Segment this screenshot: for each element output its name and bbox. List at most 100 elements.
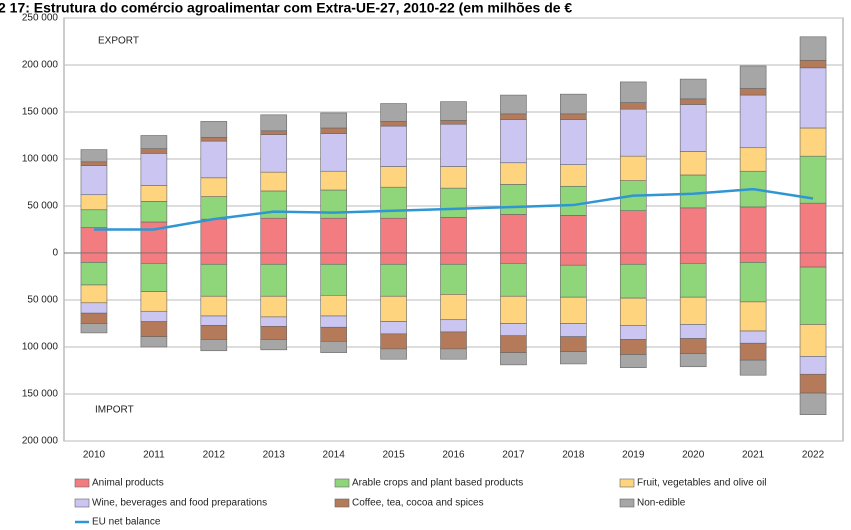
bar-segment [500,214,527,254]
bar-segment [679,207,707,254]
bar-segment [799,36,827,61]
bar-segment [380,263,407,297]
legend-swatch [334,478,350,488]
bar-segment [200,140,228,179]
chart-title: 2 17: Estrutura do comércio agroalimenta… [0,0,572,16]
bar-segment [80,312,108,324]
legend-swatch [74,498,90,508]
legend-swatch [619,498,635,508]
bar-segment [619,155,647,181]
bar-segment [440,294,467,321]
bar-segment [80,302,108,314]
bar-segment [440,319,467,333]
bar-segment [500,252,527,264]
bar-segment [140,291,168,312]
bar-segment [440,252,467,265]
bar-segment [799,373,827,394]
bar-segment [260,171,288,192]
bar-segment [140,263,168,292]
bar-segment [200,137,228,142]
x-tick-label: 2013 [263,450,286,461]
bar-segment [500,295,527,324]
bar-segment [560,351,587,365]
bar-segment [739,359,767,376]
bar-segment [799,324,827,357]
bar-segment [619,81,647,103]
bar-segment [80,227,108,254]
bar-segment [80,262,108,286]
bar-segment [679,252,707,264]
y-tick-label: 50 000 [27,201,58,212]
bar-segment [200,218,228,254]
bar-segment [440,166,467,189]
legend-label: Animal products [92,478,164,489]
legend-swatch [74,478,90,488]
bar-segment [320,252,347,265]
bar-segment [140,153,168,186]
bar-segment [80,209,108,228]
bar-segment [560,336,587,353]
bar-segment [739,206,767,254]
y-tick-label: 200 000 [22,436,59,447]
legend-label: EU net balance [92,517,161,528]
bar-segment [380,217,407,254]
bar-segment [80,252,108,263]
bar-segment [320,294,347,317]
legend-label: Arable crops and plant based products [352,478,523,489]
bar-segment [320,263,347,296]
bar-segment [140,252,168,264]
legend-swatch [619,478,635,488]
bar-segment [500,113,527,120]
bar-segment [140,221,168,254]
bar-segment [619,108,647,157]
bar-segment [440,216,467,254]
bar-segment [799,392,827,415]
bar-segment [739,342,767,361]
x-tick-label: 2011 [143,450,165,461]
bar-segment [560,252,587,266]
bar-segment [140,310,168,322]
x-tick-label: 2012 [203,450,226,461]
bar-segment [560,264,587,298]
bar-segment [619,339,647,355]
bar-segment [739,262,767,303]
bar-segment [739,147,767,172]
bar-segment [380,348,407,360]
x-tick-label: 2016 [442,450,465,461]
bar-segment [679,174,707,209]
bar-segment [500,323,527,337]
bar-segment [500,335,527,353]
x-tick-label: 2010 [83,450,106,461]
bar-segment [320,341,347,353]
bar-segment [200,196,228,220]
bar-segment [80,284,108,304]
bar-segment [500,162,527,185]
bar-segment [560,119,587,165]
bar-segment [679,263,707,298]
bar-segment [799,59,827,69]
bar-segment [799,356,827,375]
bar-segment [380,121,407,127]
bar-segment [80,149,108,163]
x-tick-label: 2022 [802,450,825,461]
bar-segment [739,330,767,344]
x-tick-label: 2017 [502,450,525,461]
bar-segment [140,336,168,348]
bar-segment [500,94,527,115]
bar-segment [320,133,347,172]
bar-segment [260,263,288,297]
bar-segment [739,88,767,96]
bar-segment [140,321,168,337]
bar-segment [260,339,288,351]
bar-segment [380,333,407,350]
bar-segment [320,170,347,191]
bar-segment [560,113,587,120]
bar-segment [560,215,587,254]
bar-segment [440,101,467,121]
y-tick-label: 200 000 [22,60,59,71]
bar-segment [200,121,228,138]
bar-segment [440,187,467,218]
bar-segment [560,296,587,324]
bar-segment [560,164,587,187]
y-tick-label: 100 000 [22,154,59,165]
